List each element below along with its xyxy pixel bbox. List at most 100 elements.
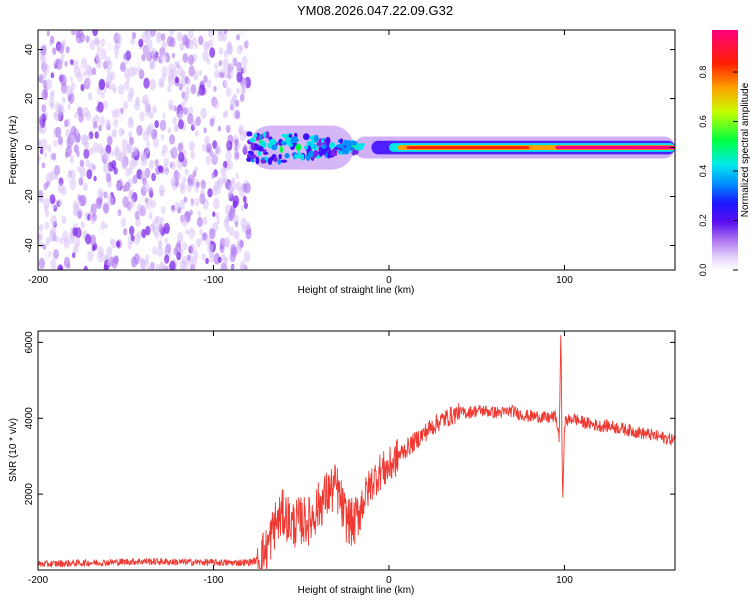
spectrogram-noise-cell: [67, 103, 71, 110]
spectrogram-noise-cell: [213, 197, 220, 210]
spectrogram-noise-cell: [145, 254, 150, 261]
spectrogram-noise-cell: [143, 77, 150, 89]
spectrogram-noise-cell: [189, 264, 196, 270]
spectrogram-signal-cell: [271, 139, 277, 147]
spectrogram-signal-cell: [280, 159, 288, 163]
spectrogram-noise-cell: [61, 186, 67, 196]
spectrogram-signal-cell: [246, 157, 252, 163]
spectrogram-noise-cell: [186, 254, 191, 261]
spectrogram-noise-cell: [217, 188, 221, 195]
spectrogram-noise-cell: [164, 53, 171, 63]
spectrogram-noise-cell: [178, 119, 184, 130]
spectrogram-noise-cell: [87, 92, 93, 101]
spectrogram-noise-cell: [40, 45, 47, 56]
spectrogram-signal-cell: [354, 147, 362, 151]
spectrogram-noise-cell: [194, 198, 200, 207]
spectrogram-noise-cell: [163, 265, 168, 270]
spectrogram-signal-cell: [304, 145, 309, 150]
spectrogram-noise-cell: [209, 223, 213, 230]
spectrogram-noise-cell: [167, 75, 175, 87]
spectrogram-noise-cell: [207, 243, 214, 254]
spectrogram-noise-cell: [204, 135, 210, 145]
spectrogram-noise-cell: [190, 200, 195, 208]
spectrogram-noise-cell: [85, 111, 92, 122]
spectrogram-noise-cell: [194, 43, 198, 50]
spectrogram-noise-cell: [233, 93, 237, 100]
spectrogram-noise-cell: [38, 262, 41, 270]
spectrogram-signal-cell: [250, 157, 255, 163]
spectrogram-noise-cell: [183, 196, 188, 203]
spectrogram-noise-cell: [149, 78, 157, 91]
spectrogram-noise-cell: [202, 216, 208, 226]
spectrogram-noise-cell: [233, 230, 240, 240]
spectrogram-noise-cell: [145, 225, 151, 236]
snr-xtick-label: 100: [556, 575, 573, 586]
spectrogram-noise-cell: [38, 106, 42, 118]
spectrogram-noise-cell: [167, 85, 172, 93]
spectrogram-noise-cell: [131, 151, 136, 159]
spectrogram-noise-cell: [69, 76, 73, 83]
spectrogram-signal-cell: [339, 138, 344, 144]
spectrogram-noise-cell: [115, 33, 123, 45]
spectrogram-noise-cell: [97, 101, 104, 113]
spectrogram-noise-cell: [100, 91, 105, 99]
spectrogram-noise-cell: [105, 119, 111, 128]
spectrogram-signal-cell: [310, 142, 315, 150]
spectrogram-noise-cell: [146, 140, 150, 148]
spectrogram-noise-cell: [45, 237, 51, 246]
spectrogram-noise-cell: [243, 79, 247, 85]
spectrogram-noise-cell: [49, 98, 55, 108]
spectrogram-noise-cell: [230, 60, 234, 67]
spectrogram-noise-cell: [163, 222, 170, 234]
spectrogram-noise-cell: [208, 39, 213, 48]
spec-ytick-label: 0: [24, 144, 35, 150]
spectrogram-noise-cell: [131, 256, 138, 268]
spectrogram-noise-cell: [100, 37, 106, 47]
spectrogram-noise-cell: [207, 188, 213, 198]
spectrogram-noise-cell: [115, 182, 121, 192]
spectrogram-noise-cell: [245, 221, 251, 230]
spectrogram-noise-cell: [49, 170, 56, 181]
spectrogram-signal-cell: [330, 142, 336, 148]
spectrogram-noise-cell: [183, 107, 188, 116]
spectrogram-noise-cell: [135, 217, 141, 227]
spectrogram-noise-cell: [194, 129, 199, 137]
spectrogram-noise-cell: [106, 73, 113, 85]
spectrogram-noise-cell: [121, 138, 128, 150]
spectrogram-noise-cell: [236, 87, 240, 94]
spectrogram-noise-cell: [130, 37, 136, 46]
spectrogram-noise-cell: [61, 96, 66, 104]
spectrogram-noise-cell: [163, 158, 169, 168]
spectrogram-noise-cell: [212, 211, 216, 217]
spectrogram-noise-cell: [44, 221, 50, 230]
spectrogram-noise-cell: [222, 79, 228, 89]
spectrogram-noise-cell: [239, 93, 245, 102]
spectrogram-noise-cell: [158, 224, 164, 234]
spectrogram-noise-cell: [107, 136, 113, 146]
spectrogram-noise-cell: [113, 167, 118, 175]
spectrogram-signal-cell: [250, 142, 255, 151]
spectrogram-noise-cell: [103, 203, 110, 214]
spectrogram-noise-cell: [223, 77, 230, 88]
spectrogram-noise-cell: [245, 39, 249, 47]
spectrogram-noise-cell: [82, 182, 88, 191]
spectrogram-signal-cell: [278, 154, 283, 160]
spectrogram-noise-cell: [55, 235, 59, 243]
spectrogram-signal-cell: [294, 154, 298, 159]
spectrogram-noise-cell: [128, 136, 134, 146]
spectrogram-noise-cell: [118, 111, 124, 122]
spectrogram-noise-cell: [148, 212, 153, 220]
spectrogram-noise-cell: [46, 180, 50, 188]
spectrogram-signal-cell: [345, 145, 351, 150]
spectrogram-noise-cell: [227, 184, 233, 194]
spectrogram-noise-cell: [226, 140, 231, 149]
spectrogram-noise-cell: [106, 259, 111, 266]
spectrogram-noise-cell: [223, 30, 228, 35]
spectrogram-noise-cell: [43, 197, 51, 209]
spectrogram-noise-cell: [235, 110, 241, 120]
spectrogram-noise-cell: [164, 246, 169, 255]
spectrogram-noise-cell: [150, 30, 156, 37]
spectrogram-noise-cell: [87, 134, 91, 141]
